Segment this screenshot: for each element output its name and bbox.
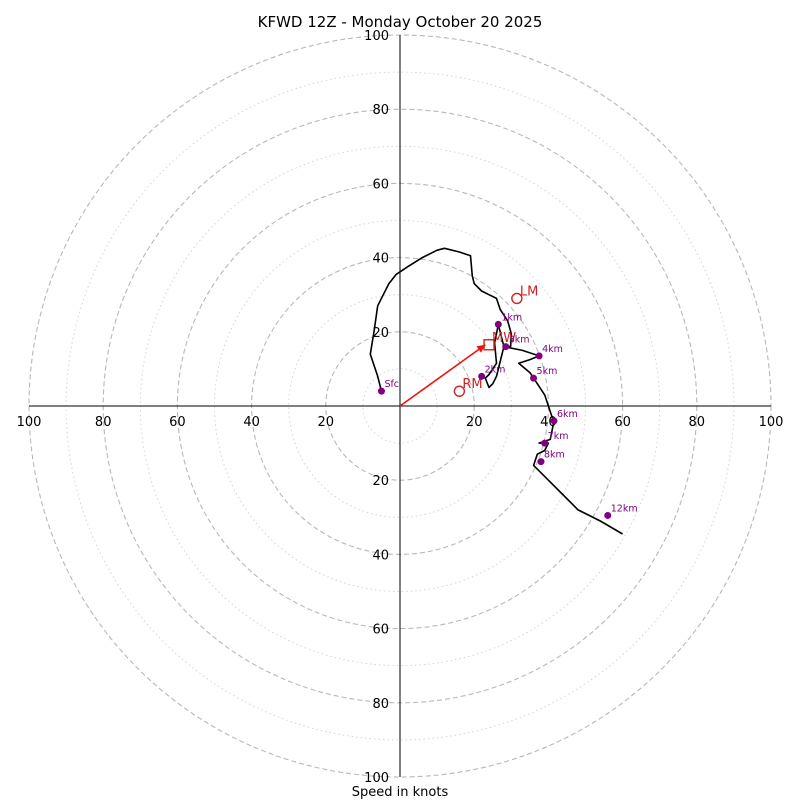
shear-vector-arrowhead <box>476 344 486 353</box>
tick-label-y--40: 40 <box>372 548 389 563</box>
tick-label-y-20: 20 <box>372 326 389 341</box>
height-marker-3km <box>502 343 510 351</box>
height-label-sfc: Sfc <box>384 379 399 390</box>
tick-label-y-80: 80 <box>372 103 389 118</box>
height-markers: Sfc 1km 2km 3km 4km 5km 6km 7km 8km 12km <box>377 312 638 519</box>
tick-label-x-100: 100 <box>759 415 784 430</box>
tick-label-x--20: 20 <box>318 415 335 430</box>
tick-label-y--60: 60 <box>372 623 389 638</box>
height-label-6km: 6km <box>557 409 578 420</box>
tick-label-x-60: 60 <box>614 415 631 430</box>
height-label-8km: 8km <box>544 450 565 461</box>
tick-label-y--100: 100 <box>364 771 389 786</box>
height-marker-5km <box>530 374 538 382</box>
x-axis-label: Speed in knots <box>352 785 449 800</box>
height-label-5km: 5km <box>537 366 558 377</box>
shear-vector-group <box>399 344 486 407</box>
hodograph-series <box>369 247 624 535</box>
height-label-3km: 3km <box>509 335 530 346</box>
height-label-12km: 12km <box>611 503 638 514</box>
tick-label-y-100: 100 <box>364 29 389 44</box>
height-marker-2km <box>478 372 486 380</box>
tick-label-y--20: 20 <box>372 474 389 489</box>
storm-motion-lm-label: LM <box>520 284 538 299</box>
height-marker-7km <box>541 439 549 447</box>
tick-label-y-40: 40 <box>372 252 389 267</box>
height-label-7km: 7km <box>548 431 569 442</box>
height-label-2km: 2km <box>485 364 506 375</box>
hodograph-trace <box>369 247 624 535</box>
height-marker-6km <box>550 417 558 425</box>
height-marker-12km <box>604 511 612 519</box>
storm-motion-lm-marker <box>511 292 523 305</box>
shear-vector <box>399 344 486 407</box>
tick-labels: 100 80 60 40 20 20 40 60 80 100100806040202040608… <box>17 29 784 786</box>
height-marker-8km <box>537 458 545 466</box>
storm-motion-rm-marker <box>453 385 466 397</box>
tick-label-y-60: 60 <box>372 177 389 192</box>
tick-label-x-80: 80 <box>689 415 706 430</box>
height-label-4km: 4km <box>542 344 563 355</box>
tick-label-y--80: 80 <box>372 697 389 712</box>
height-marker-4km <box>535 352 543 360</box>
storm-motions: RM LM MW <box>453 284 538 397</box>
tick-label-x--80: 80 <box>95 415 112 430</box>
height-label-1km: 1km <box>501 312 522 323</box>
storm-motion-mw-label: MW <box>492 331 516 346</box>
tick-label-x--40: 40 <box>243 415 260 430</box>
storm-motion-rm-label: RM <box>462 377 482 392</box>
tick-label-x--60: 60 <box>169 415 186 430</box>
chart-title: KFWD 12Z - Monday October 20 2025 <box>258 13 543 31</box>
tick-label-x--100: 100 <box>17 415 42 430</box>
height-marker-1km <box>494 320 502 328</box>
storm-motion-mw-marker <box>483 339 495 351</box>
height-marker-sfc <box>377 387 385 395</box>
tick-label-x-20: 20 <box>466 415 483 430</box>
